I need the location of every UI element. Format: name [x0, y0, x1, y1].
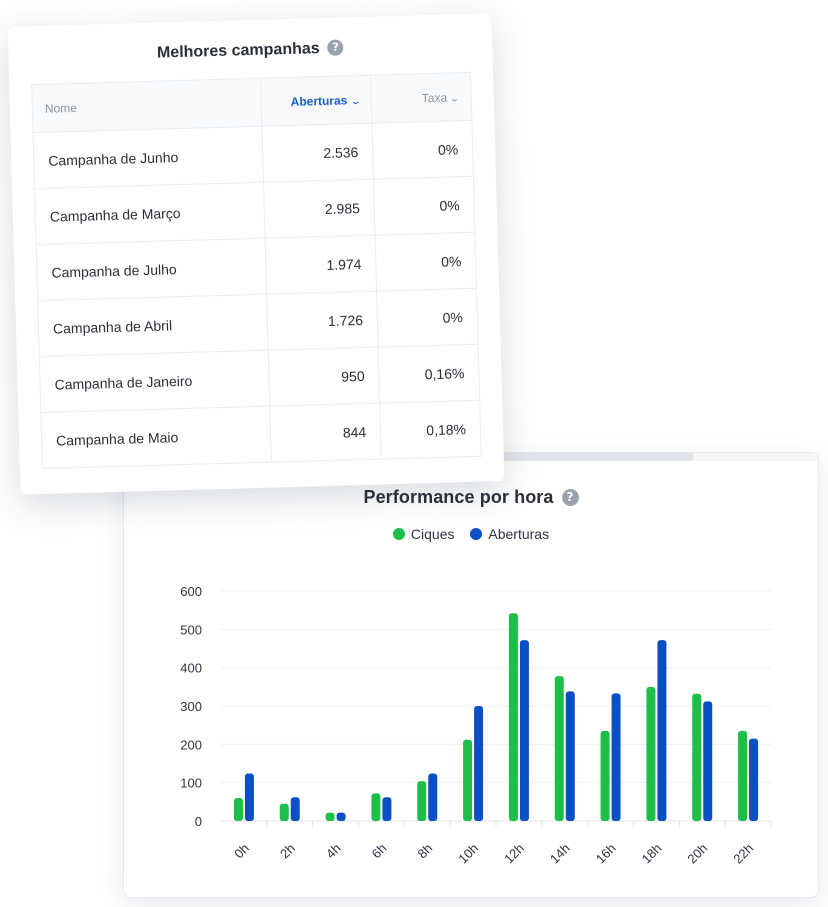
x-tick-label: 12h	[501, 841, 527, 867]
bar-ciques-16h[interactable]	[600, 730, 610, 821]
bar-ciques-0h[interactable]	[233, 798, 243, 821]
question-circle-icon[interactable]: ?	[561, 489, 579, 506]
y-tick-label: 400	[180, 661, 202, 676]
taxa-value: 0,16%	[378, 344, 480, 404]
x-tick-label: 0h	[231, 841, 252, 862]
aberturas-value: 1.726	[266, 291, 379, 351]
bar-chart: 600 500 400 300 200 100 0 0h 2h 4h 6h 8h 10h 12h 14h 16…	[180, 584, 772, 867]
x-tick-label: 14h	[547, 841, 573, 867]
campaign-name: Campanha de Março	[34, 182, 266, 245]
legend-item-ciques[interactable]: Ciques	[392, 526, 455, 542]
bar-ciques-10h[interactable]	[463, 739, 473, 821]
x-tick-label: 18h	[639, 841, 665, 867]
aberturas-value: 2.985	[263, 179, 376, 239]
bar-ciques-14h[interactable]	[554, 676, 564, 821]
performance-card: Performance por hora? Ciques Aberturas 6…	[123, 452, 819, 898]
column-label-taxa: Taxa	[421, 90, 448, 105]
campaign-name: Campanha de Junho	[33, 126, 264, 189]
bar-aberturas-22h[interactable]	[749, 738, 759, 821]
bar-aberturas-0h[interactable]	[244, 773, 254, 821]
bar-ciques-20h[interactable]	[692, 693, 702, 821]
x-tick-label: 6h	[369, 841, 390, 862]
bar-aberturas-14h[interactable]	[565, 691, 575, 821]
column-label-aberturas: Aberturas	[290, 92, 348, 109]
bar-aberturas-2h[interactable]	[290, 797, 300, 821]
table-title: Melhores campanhas?	[8, 35, 492, 67]
aberturas-value: 950	[268, 347, 380, 407]
x-tick-label: 2h	[277, 841, 298, 862]
aberturas-value: 2.536	[262, 123, 374, 183]
legend-label-ciques: Ciques	[410, 526, 455, 542]
bar-ciques-4h[interactable]	[325, 812, 335, 821]
taxa-value: 0%	[376, 288, 479, 348]
column-label-nome: Nome	[44, 100, 78, 116]
y-tick-label: 100	[180, 776, 202, 791]
legend-label-aberturas: Aberturas	[488, 526, 550, 542]
taxa-value: 0,18%	[379, 400, 482, 460]
legend-item-aberturas[interactable]: Aberturas	[470, 526, 549, 542]
bar-ciques-12h[interactable]	[508, 613, 518, 821]
aberturas-value: 844	[270, 403, 382, 463]
chevron-down-icon: ⌄	[449, 92, 461, 103]
table-row[interactable]: Campanha de Maio 844 0,18%	[40, 400, 482, 469]
legend-dot-ciques	[392, 528, 405, 540]
column-header-aberturas[interactable]: Aberturas ⌄	[260, 75, 373, 127]
bar-ciques-8h[interactable]	[417, 781, 427, 821]
bar-aberturas-18h[interactable]	[657, 640, 667, 821]
x-tick-label: 20h	[684, 841, 710, 867]
bar-aberturas-6h[interactable]	[382, 797, 392, 821]
bar-aberturas-16h[interactable]	[611, 693, 621, 821]
taxa-value: 0%	[375, 232, 477, 292]
taxa-value: 0%	[373, 176, 475, 236]
legend-dot-aberturas	[470, 528, 483, 540]
y-tick-label: 0	[195, 814, 202, 829]
campaign-name: Campanha de Janeiro	[39, 350, 271, 413]
y-tick-label: 600	[180, 584, 202, 599]
chart-title: Performance por hora?	[124, 487, 818, 508]
chevron-down-icon: ⌄	[349, 95, 361, 106]
bar-ciques-22h[interactable]	[738, 730, 748, 821]
campaign-name: Campanha de Maio	[40, 406, 272, 469]
table-title-text: Melhores campanhas	[156, 40, 320, 62]
campaigns-table: Nome Aberturas ⌄ Taxa ⌄ Campanha de Junho 2…	[31, 72, 482, 469]
y-tick-label: 500	[180, 622, 202, 637]
y-tick-label: 300	[180, 699, 202, 714]
x-tick-label: 4h	[323, 841, 344, 862]
bar-aberturas-10h[interactable]	[474, 706, 484, 821]
chart-title-text: Performance por hora	[363, 487, 554, 507]
bar-aberturas-12h[interactable]	[519, 640, 529, 821]
x-tick-label: 10h	[455, 841, 481, 867]
column-header-nome: Nome	[31, 78, 263, 133]
column-header-taxa[interactable]: Taxa ⌄	[370, 72, 472, 124]
campaigns-card: Melhores campanhas? Nome Aberturas ⌄ Taxa…	[7, 13, 505, 495]
aberturas-value: 1.974	[265, 235, 377, 295]
x-tick-label: 8h	[415, 841, 436, 862]
campaign-name: Campanha de Abril	[37, 294, 269, 357]
bar-aberturas-20h[interactable]	[703, 701, 713, 821]
bar-ciques-2h[interactable]	[279, 803, 289, 821]
bar-ciques-18h[interactable]	[646, 686, 656, 821]
x-tick-label: 22h	[730, 841, 756, 867]
x-tick-label: 16h	[593, 841, 619, 867]
chart-legend: Ciques Aberturas	[124, 526, 818, 542]
campaign-name: Campanha de Julho	[36, 238, 267, 301]
bar-aberturas-8h[interactable]	[428, 773, 438, 821]
question-circle-icon[interactable]: ?	[327, 39, 344, 56]
taxa-value: 0%	[372, 120, 474, 180]
bar-aberturas-4h[interactable]	[336, 812, 346, 821]
bar-ciques-6h[interactable]	[371, 793, 381, 821]
y-tick-label: 200	[180, 737, 202, 752]
